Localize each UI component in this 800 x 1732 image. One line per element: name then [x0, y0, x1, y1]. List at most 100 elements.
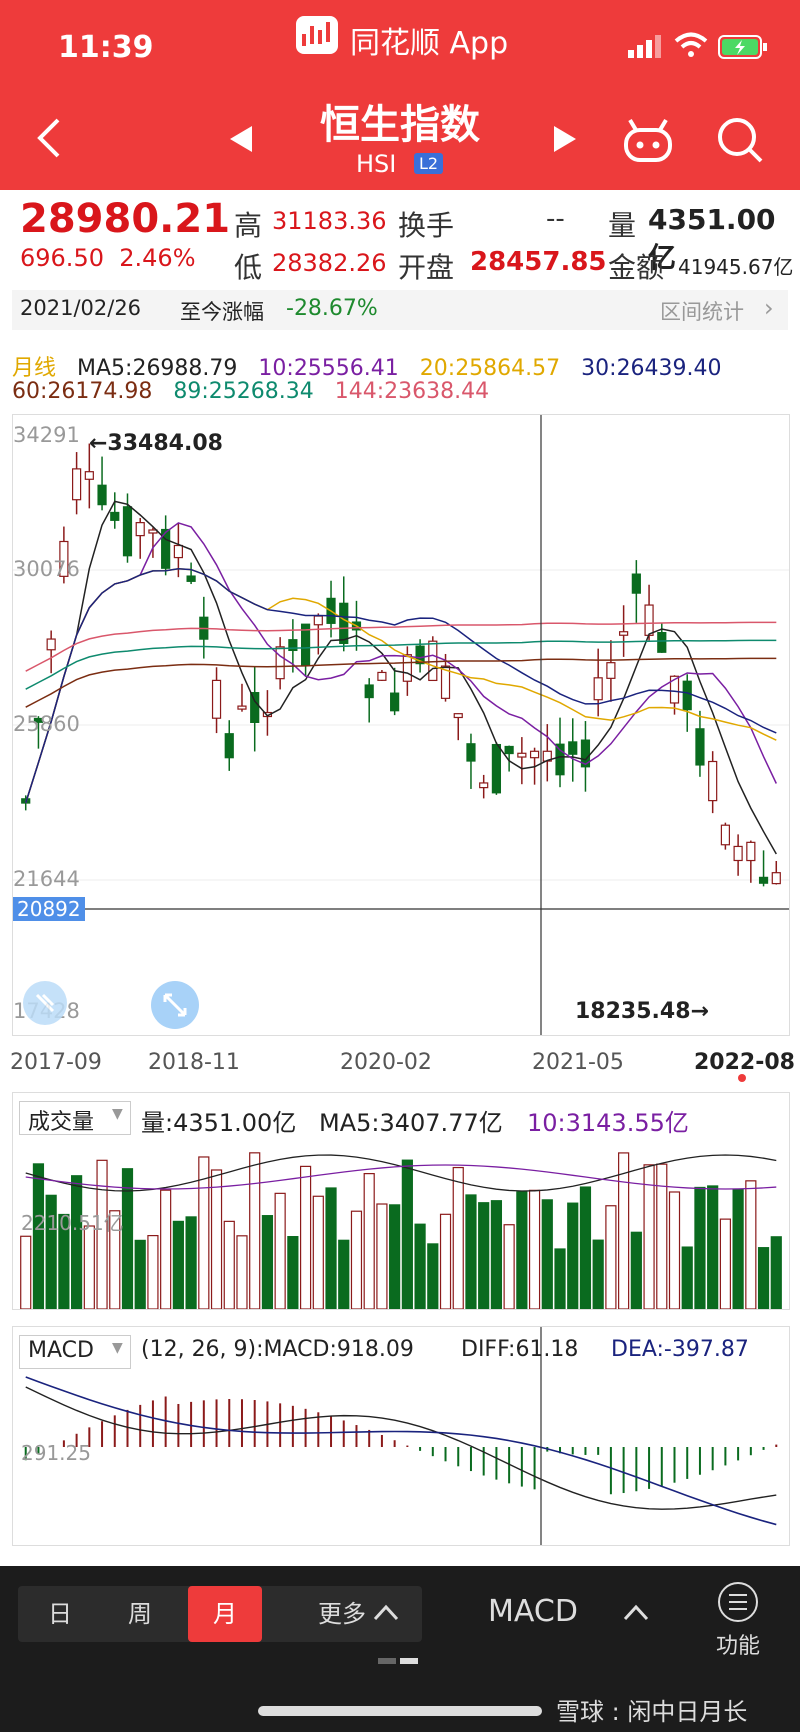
low-value: 28382.26: [272, 249, 387, 277]
macd-selector-label: MACD: [28, 1338, 94, 1363]
collapse-arrows-icon[interactable]: [23, 981, 67, 1025]
volume-bar: [516, 1191, 528, 1309]
volume-bar: [20, 1235, 32, 1309]
volume-bar: [414, 1223, 426, 1309]
back-icon[interactable]: [34, 116, 64, 164]
volume-ma5: MA5:3407.77亿: [319, 1109, 503, 1137]
low-label: 低: [234, 251, 263, 284]
volume-bar: [554, 1248, 566, 1309]
candle: [720, 824, 730, 846]
range-stats-link[interactable]: 区间统计: [660, 300, 744, 324]
chevron-right-icon: ›: [764, 294, 774, 322]
volume-bar: [160, 1189, 172, 1309]
candle: [733, 845, 743, 862]
candle: [72, 468, 82, 501]
ma30-value: 30:26439.40: [581, 356, 722, 381]
candle: [669, 675, 680, 704]
robot-assistant-icon[interactable]: [622, 116, 674, 168]
volume-bar: [249, 1152, 261, 1309]
candle: [428, 640, 438, 682]
next-index-icon[interactable]: [550, 124, 580, 158]
volume-bar: [567, 1202, 579, 1309]
prev-index-icon[interactable]: [226, 124, 256, 158]
chevron-up-icon[interactable]: [622, 1602, 650, 1626]
ma-line: [25, 621, 777, 672]
volume-bar: [185, 1216, 197, 1309]
candle: [250, 692, 260, 723]
volume-ma10: 10:3143.55亿: [527, 1109, 689, 1137]
volume-bar: [274, 1192, 286, 1309]
tab-more[interactable]: 更多: [318, 1600, 366, 1628]
range-stats-bar[interactable]: 2021/02/26 至今涨幅 -28.67% 区间统计 ›: [12, 290, 788, 330]
ma-line: [25, 657, 777, 708]
candle: [390, 692, 400, 712]
kline-svg: [13, 415, 789, 1035]
max-price-label: ←33484.08: [89, 431, 223, 456]
chevron-up-icon[interactable]: [372, 1602, 400, 1626]
candle: [275, 646, 285, 680]
volume-bar: [287, 1236, 299, 1309]
ma-line: [24, 500, 777, 855]
tab-week[interactable]: 周: [128, 1600, 152, 1628]
volume-bar: [389, 1204, 401, 1309]
candle: [33, 717, 44, 723]
volume-bar: [338, 1239, 350, 1309]
volume-bar: [630, 1231, 642, 1309]
volume-bar: [134, 1239, 146, 1309]
volume-bar: [643, 1164, 655, 1309]
tab-month[interactable]: 月: [188, 1586, 262, 1642]
x-label-5: 2022-08: [694, 1050, 795, 1075]
x-label-2: 2018-11: [148, 1050, 240, 1075]
volume-bar: [719, 1218, 731, 1309]
volume-bar: [261, 1215, 274, 1309]
candle: [619, 631, 629, 636]
volume-bar: [147, 1234, 159, 1309]
volume-bar: [681, 1246, 693, 1309]
menu-icon[interactable]: [716, 1580, 760, 1628]
volume-axis-label: 2210.51亿: [21, 1211, 124, 1235]
volume-bar: [503, 1224, 515, 1309]
candle: [440, 665, 451, 699]
candle: [644, 604, 654, 636]
volume-bar: [452, 1166, 464, 1309]
candle: [657, 632, 667, 653]
macd-chart[interactable]: MACD ▼ (12, 26, 9):MACD:918.09 DIFF:61.1…: [12, 1326, 790, 1546]
volume-bar: [478, 1202, 490, 1309]
ma-line: [24, 567, 777, 804]
y-label-3: 25860: [13, 712, 80, 736]
volume-chart[interactable]: 成交量 ▼ 量:4351.00亿 MA5:3407.77亿 10:3143.55…: [12, 1092, 790, 1310]
range-label: 至今涨幅: [180, 300, 264, 324]
tab-day[interactable]: 日: [48, 1600, 72, 1628]
ma89-value: 89:25268.34: [173, 379, 314, 404]
candle: [453, 713, 463, 719]
indicator-selector[interactable]: MACD: [488, 1594, 578, 1629]
volume-bar: [668, 1191, 681, 1309]
candle: [402, 654, 412, 682]
candle: [377, 671, 387, 681]
search-icon[interactable]: [716, 116, 764, 168]
fullscreen-icon[interactable]: [151, 981, 199, 1029]
volume-bar: [96, 1159, 108, 1309]
volume-label: 量: [608, 209, 637, 242]
candle: [479, 782, 489, 789]
macd-selector[interactable]: MACD ▼: [19, 1335, 131, 1369]
volume-bar: [363, 1173, 375, 1309]
volume-selector[interactable]: 成交量 ▼: [19, 1101, 131, 1135]
volume-bar: [325, 1187, 337, 1309]
volume-bar: [707, 1185, 719, 1309]
status-time: 11:39: [58, 30, 154, 65]
candle: [59, 540, 69, 577]
latest-dot: [738, 1074, 746, 1082]
x-label-4: 2021-05: [532, 1050, 624, 1075]
volume-bar: [236, 1235, 248, 1309]
open-value: 28457.85: [470, 247, 607, 277]
kline-chart[interactable]: 34291 30076 25860 21644 17428 20892 ←334…: [12, 414, 790, 1036]
candle: [84, 471, 94, 480]
volume-bar: [223, 1220, 235, 1309]
volume-bar: [45, 1194, 57, 1309]
volume-bar: [745, 1180, 757, 1309]
high-label: 高: [234, 209, 263, 242]
volume-bar: [605, 1205, 617, 1309]
volume-svg: [20, 1152, 782, 1309]
range-start-date: 2021/02/26: [20, 296, 142, 320]
